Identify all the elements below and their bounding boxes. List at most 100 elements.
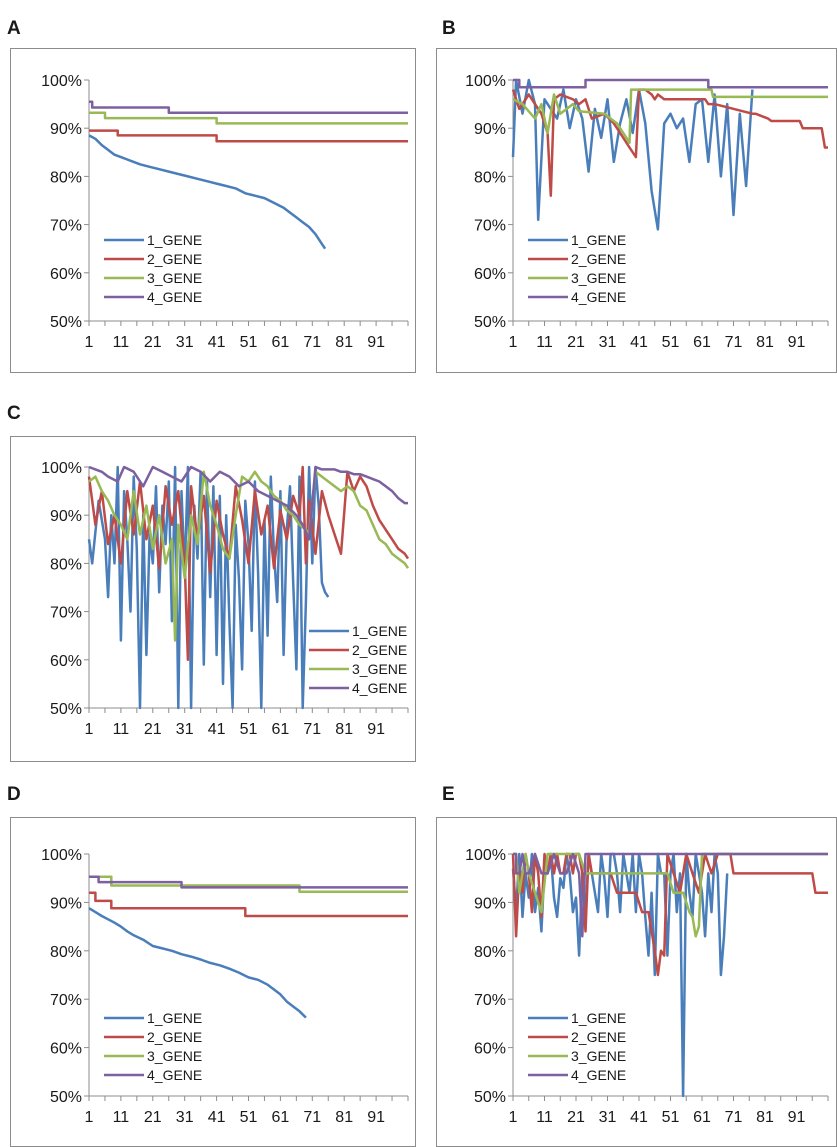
y-tick-label-d: 90%	[50, 895, 82, 912]
series-line-4-gene-a	[89, 100, 408, 115]
x-tick-label-c: 71	[303, 721, 321, 738]
legend-label-4-gene-d: 4_GENE	[147, 1067, 202, 1083]
x-tick-label-e: 41	[630, 1109, 648, 1126]
y-tick-label-c: 90%	[50, 508, 82, 525]
series-line-2-gene-c	[87, 465, 410, 662]
series-line-3-gene-a	[89, 111, 408, 125]
x-tick-label-c: 11	[113, 721, 130, 738]
x-tick-label-a: 71	[303, 334, 321, 351]
y-tick-label-e: 100%	[465, 847, 506, 864]
x-tick-label-a: 21	[144, 334, 162, 351]
x-tick-label-e: 71	[725, 1109, 743, 1126]
panel-label-b: B	[442, 18, 456, 39]
x-tick-label-b: 81	[756, 334, 774, 351]
y-tick-label-a: 50%	[50, 314, 82, 331]
y-tick-label-d: 60%	[50, 1041, 82, 1058]
y-tick-label-b: 90%	[474, 121, 506, 138]
series-line-2-gene-a	[89, 129, 408, 143]
x-tick-label-e: 31	[599, 1109, 617, 1126]
x-tick-label-c: 61	[272, 721, 290, 738]
legend-label-3-gene-e: 3_GENE	[571, 1048, 626, 1064]
x-tick-label-b: 51	[662, 334, 680, 351]
legend-label-4-gene-c: 4_GENE	[352, 680, 407, 696]
legend-label-1-gene-b: 1_GENE	[571, 232, 626, 248]
legend-label-2-gene-b: 2_GENE	[571, 251, 626, 267]
x-tick-label-b: 11	[536, 334, 553, 351]
series-line-4-gene-b	[513, 78, 828, 89]
x-tick-label-b: 21	[567, 334, 585, 351]
y-tick-label-b: 50%	[474, 314, 506, 331]
x-tick-label-c: 31	[176, 721, 194, 738]
panel-label-c: C	[7, 403, 21, 424]
legend-label-3-gene-a: 3_GENE	[147, 270, 202, 286]
legend-label-1-gene-c: 1_GENE	[352, 623, 407, 639]
series-line-4-gene-e	[513, 852, 828, 938]
y-tick-label-a: 70%	[50, 218, 82, 235]
x-tick-label-c: 91	[367, 721, 385, 738]
y-tick-label-c: 70%	[50, 605, 82, 622]
x-tick-label-a: 41	[208, 334, 226, 351]
panel-label-d: D	[7, 784, 21, 805]
x-tick-label-b: 91	[788, 334, 806, 351]
y-tick-label-c: 50%	[50, 701, 82, 718]
x-tick-label-d: 51	[240, 1109, 258, 1126]
x-tick-label-a: 61	[272, 334, 290, 351]
series-line-4-gene-d	[89, 875, 408, 889]
series-line-1-gene-d	[88, 907, 307, 1019]
x-tick-label-c: 81	[335, 721, 353, 738]
x-tick-label-a: 11	[113, 334, 130, 351]
legend-label-2-gene-a: 2_GENE	[147, 251, 202, 267]
y-tick-label-a: 60%	[50, 266, 82, 283]
y-tick-label-b: 80%	[474, 169, 506, 186]
x-tick-label-d: 71	[303, 1109, 321, 1126]
x-tick-label-e: 1	[509, 1109, 518, 1126]
x-tick-label-e: 21	[567, 1109, 585, 1126]
x-tick-label-d: 81	[335, 1109, 353, 1126]
panel-label-e: E	[442, 784, 455, 805]
x-tick-label-d: 21	[144, 1109, 162, 1126]
legend-label-1-gene-e: 1_GENE	[571, 1010, 626, 1026]
x-tick-label-e: 91	[788, 1109, 806, 1126]
x-tick-label-e: 11	[536, 1109, 553, 1126]
y-tick-label-b: 100%	[465, 73, 506, 90]
x-tick-label-a: 81	[335, 334, 353, 351]
y-tick-label-a: 100%	[41, 73, 82, 90]
legend-label-4-gene-a: 4_GENE	[147, 289, 202, 305]
panel-label-a: A	[7, 18, 21, 39]
y-tick-label-e: 50%	[474, 1089, 506, 1106]
x-tick-label-a: 1	[85, 334, 94, 351]
x-tick-label-b: 41	[630, 334, 648, 351]
y-tick-label-b: 60%	[474, 266, 506, 283]
legend-label-1-gene-d: 1_GENE	[147, 1010, 202, 1026]
x-tick-label-b: 1	[509, 334, 518, 351]
y-tick-label-c: 60%	[50, 653, 82, 670]
series-line-2-gene-d	[89, 891, 408, 918]
x-tick-label-d: 61	[272, 1109, 290, 1126]
y-tick-label-b: 70%	[474, 218, 506, 235]
series-line-3-gene-d	[89, 875, 408, 894]
x-tick-label-d: 31	[176, 1109, 194, 1126]
y-tick-label-e: 70%	[474, 992, 506, 1009]
x-tick-label-b: 61	[693, 334, 711, 351]
legend-label-2-gene-d: 2_GENE	[147, 1029, 202, 1045]
x-tick-label-b: 31	[599, 334, 617, 351]
y-tick-label-d: 70%	[50, 992, 82, 1009]
legend-label-3-gene-d: 3_GENE	[147, 1048, 202, 1064]
y-tick-label-d: 80%	[50, 944, 82, 961]
x-tick-label-e: 61	[693, 1109, 711, 1126]
y-tick-label-e: 90%	[474, 895, 506, 912]
y-tick-label-c: 100%	[41, 460, 82, 477]
x-tick-label-e: 81	[756, 1109, 774, 1126]
series-line-4-gene-c	[88, 465, 408, 541]
legend-label-3-gene-b: 3_GENE	[571, 270, 626, 286]
x-tick-label-c: 1	[85, 721, 94, 738]
y-tick-label-a: 90%	[50, 121, 82, 138]
y-tick-label-e: 80%	[474, 944, 506, 961]
legend-label-2-gene-c: 2_GENE	[352, 642, 407, 658]
x-tick-label-a: 51	[240, 334, 258, 351]
y-tick-label-a: 80%	[50, 169, 82, 186]
y-tick-label-d: 50%	[50, 1089, 82, 1106]
x-tick-label-d: 91	[367, 1109, 385, 1126]
y-tick-label-d: 100%	[41, 847, 82, 864]
chart-panel-d	[10, 817, 416, 1147]
